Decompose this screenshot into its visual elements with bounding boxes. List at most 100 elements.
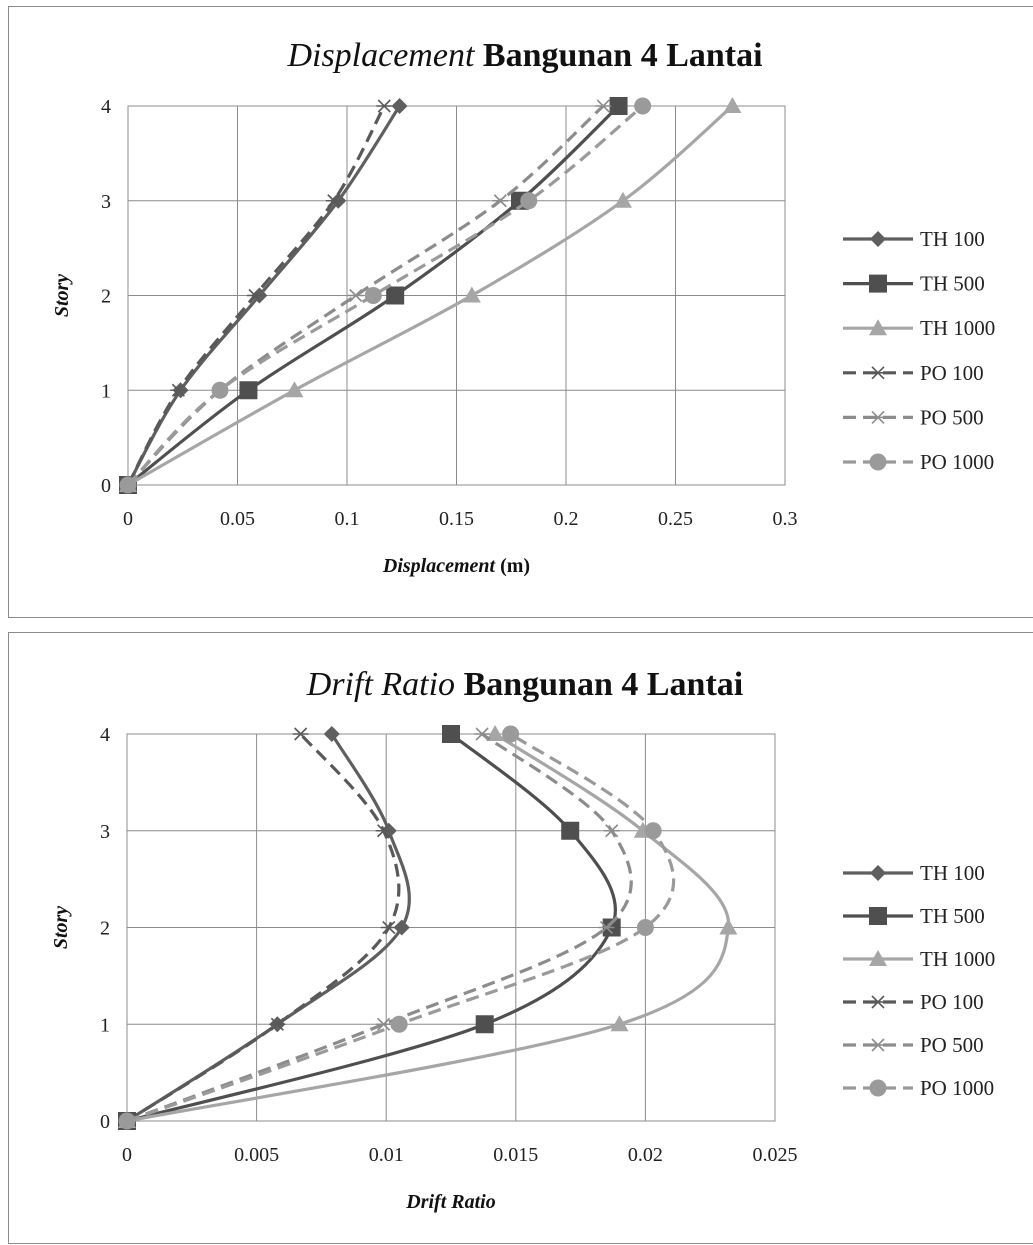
- legend-item-po-1000: PO 1000: [843, 1076, 994, 1100]
- data-point-po-100: [247, 288, 264, 303]
- series-line-th-500: [126, 732, 618, 1123]
- legend-item-po-100: PO 100: [843, 990, 984, 1014]
- chart-title-italic: Displacement: [286, 37, 476, 74]
- legend-item-th-100: TH 100: [843, 861, 985, 885]
- data-point-po-1000: [119, 476, 137, 494]
- legend-label: PO 1000: [920, 450, 994, 474]
- legend-label: PO 1000: [920, 1076, 994, 1100]
- y-tick-label: 2: [100, 918, 110, 940]
- legend-marker: [869, 453, 887, 471]
- chart-title: Displacement Bangunan 4 Lantai: [286, 37, 762, 74]
- data-point-po-1000: [211, 381, 229, 399]
- data-point-th-1000: [610, 1015, 629, 1032]
- x-tick-label: 0.025: [753, 1144, 798, 1166]
- data-point-po-1000: [634, 97, 652, 115]
- series-po-100: [119, 727, 401, 1128]
- data-point-po-100: [376, 99, 393, 113]
- legend-label: TH 1000: [920, 316, 995, 340]
- legend-marker: [870, 366, 886, 380]
- legend-marker: [869, 274, 887, 293]
- series-line-po-1000: [126, 732, 676, 1123]
- y-tick-label: 4: [101, 96, 111, 118]
- data-point-po-100: [170, 383, 187, 397]
- data-point-th-500: [239, 381, 258, 400]
- legend-marker: [870, 1038, 886, 1052]
- legend-item-th-500: TH 500: [843, 904, 985, 928]
- legend-label: PO 100: [920, 990, 984, 1014]
- y-tick-label: 2: [101, 286, 111, 308]
- data-point-th-100: [393, 919, 410, 936]
- data-point-po-1000: [364, 287, 382, 304]
- legend-marker: [870, 865, 886, 881]
- data-point-po-500: [603, 824, 620, 838]
- data-point-th-500: [475, 1015, 494, 1034]
- legend-item-th-500: TH 500: [843, 272, 985, 296]
- legend-item-th-1000: TH 1000: [843, 947, 995, 971]
- legend-marker: [870, 410, 886, 424]
- x-tick-label: 0.25: [658, 508, 693, 530]
- data-point-po-1000: [390, 1015, 408, 1033]
- y-tick-label: 3: [101, 191, 111, 213]
- data-point-th-100: [391, 98, 408, 114]
- legend-label: TH 500: [920, 904, 985, 928]
- data-point-po-1000: [502, 725, 520, 743]
- legend-label: TH 100: [920, 227, 985, 251]
- data-point-th-100: [323, 726, 340, 742]
- y-tick-label: 3: [100, 821, 110, 843]
- legend: TH 100 TH 500 TH 1000 PO 100 PO 500 PO 1000: [843, 227, 995, 474]
- x-axis-label: Displacement (m): [382, 555, 530, 577]
- data-point-po-100: [325, 194, 342, 208]
- data-point-po-500: [347, 288, 364, 303]
- legend-label: TH 100: [920, 861, 985, 885]
- legend-marker: [869, 907, 887, 925]
- series-po-1000: [119, 97, 652, 494]
- data-point-po-500: [595, 99, 612, 113]
- y-tick-label: 4: [100, 724, 110, 746]
- legend-marker: [869, 1079, 887, 1097]
- data-point-th-1000: [486, 725, 505, 741]
- legend-marker: [870, 995, 886, 1009]
- data-point-po-100: [269, 1017, 286, 1031]
- chart-title-italic: Drift Ratio: [306, 666, 455, 703]
- x-tick-label: 0.1: [335, 508, 360, 530]
- data-point-po-100: [375, 824, 392, 838]
- data-point-th-1000: [462, 286, 481, 303]
- y-tick-label: 0: [100, 1111, 110, 1133]
- data-point-po-1000: [118, 1112, 136, 1130]
- legend-label: PO 100: [920, 361, 984, 385]
- y-axis-label: Story: [51, 274, 73, 317]
- series-line-th-1000: [126, 732, 730, 1123]
- data-point-th-500: [386, 286, 405, 305]
- legend-item-th-100: TH 100: [843, 227, 985, 251]
- legend-item-po-1000: PO 1000: [843, 450, 994, 474]
- chart-title-rest: Bangunan 4 Lantai: [474, 37, 762, 74]
- x-tick-label: 0.05: [220, 508, 255, 530]
- data-point-po-1000: [644, 822, 662, 840]
- y-axis-label: Story: [50, 906, 72, 949]
- legend-marker: [870, 231, 886, 247]
- x-tick-label: 0.15: [439, 508, 474, 530]
- data-point-th-500: [561, 821, 580, 840]
- data-point-po-500: [598, 920, 615, 935]
- data-point-th-1000: [719, 918, 738, 935]
- data-point-po-500: [474, 727, 491, 741]
- chart-title: Drift Ratio Bangunan 4 Lantai: [306, 666, 743, 703]
- y-tick-label: 0: [101, 475, 111, 497]
- data-point-po-1000: [636, 919, 654, 936]
- series-line-po-100: [126, 732, 401, 1123]
- x-tick-label: 0.3: [773, 508, 798, 530]
- x-tick-label: 0.015: [493, 1144, 538, 1166]
- x-tick-label: 0.02: [628, 1144, 663, 1166]
- data-point-po-1000: [520, 192, 538, 210]
- displacement-chart-panel: Displacement Bangunan 4 Lantai 0 0.05 0.1 0.…: [8, 6, 1033, 618]
- legend-label: TH 500: [920, 272, 985, 296]
- series-line-po-500: [126, 732, 633, 1123]
- legend: TH 100 TH 500 TH 1000 PO 100 PO 500 PO 1000: [843, 861, 995, 1100]
- y-tick-label: 1: [101, 380, 111, 402]
- displacement-chart: Displacement Bangunan 4 Lantai 0 0.05 0.1 0.…: [51, 37, 995, 577]
- data-point-th-1000: [285, 381, 304, 398]
- chart-title-rest: Bangunan 4 Lantai: [455, 666, 743, 703]
- series-po-1000: [118, 725, 676, 1130]
- y-tick-label: 1: [100, 1014, 110, 1036]
- plot-frame: [127, 105, 786, 486]
